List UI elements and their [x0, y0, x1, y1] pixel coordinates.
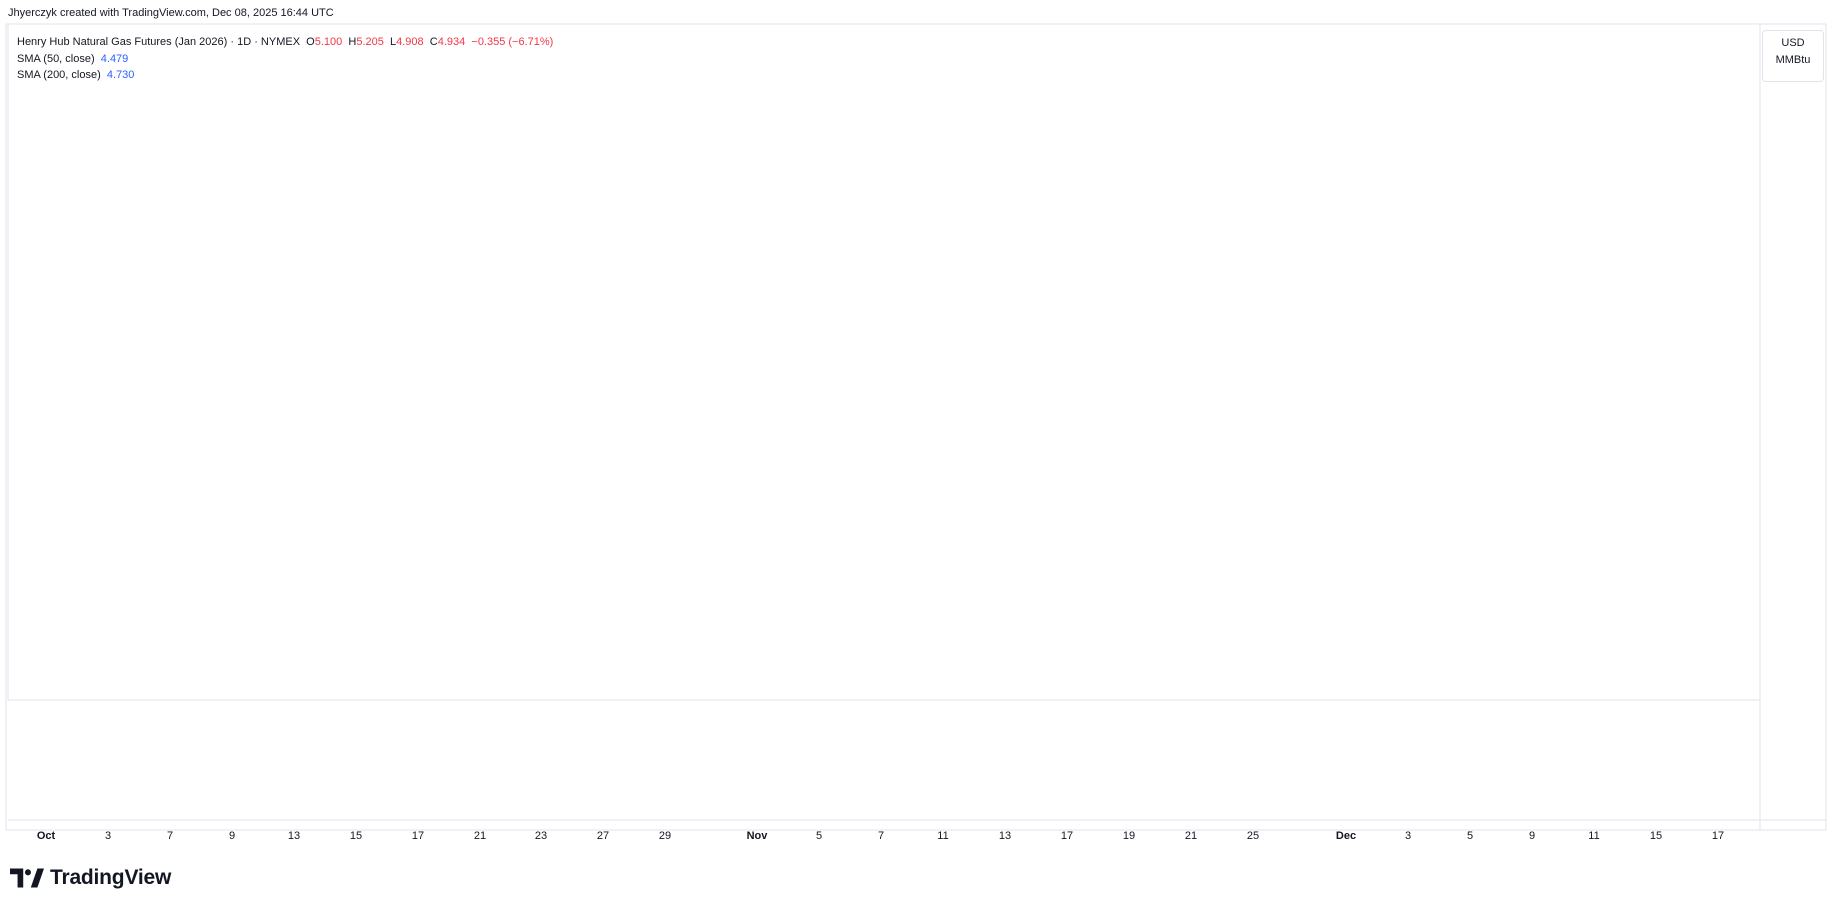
ohlc-row[interactable]: Henry Hub Natural Gas Futures (Jan 2026)…: [17, 34, 553, 51]
date-tick-label: Oct: [37, 830, 56, 842]
unit-label: MMBtu: [1775, 54, 1811, 66]
open-value: 5.100: [314, 36, 343, 48]
open-label: O: [306, 36, 315, 48]
date-tick-label: 13: [288, 830, 300, 842]
date-tick-label: 7: [878, 830, 884, 842]
date-tick-label: 3: [105, 830, 111, 842]
date-tick-label: 17: [1712, 830, 1724, 842]
date-tick-label: 9: [1529, 830, 1535, 842]
sma50-legend[interactable]: SMA (50, close) 4.479: [17, 51, 553, 68]
date-tick-label: 15: [350, 830, 362, 842]
date-tick-label: 11: [937, 830, 948, 842]
sma200-label: SMA (200, close): [17, 69, 101, 81]
date-tick-label: 5: [816, 830, 822, 842]
date-tick-label: 21: [474, 830, 486, 842]
date-tick-label: 25: [1247, 830, 1259, 842]
date-tick-label: 9: [229, 830, 235, 842]
sma200-legend[interactable]: SMA (200, close) 4.730: [17, 67, 553, 84]
date-tick-label: 3: [1405, 830, 1411, 842]
date-tick-label: 7: [167, 830, 173, 842]
date-tick-label: 17: [1061, 830, 1073, 842]
low-value: 4.908: [396, 36, 424, 48]
chart-border: [5, 23, 1827, 831]
date-tick-label: 15: [1650, 830, 1662, 842]
date-tick-label: 19: [1123, 830, 1135, 842]
chart-legend: Henry Hub Natural Gas Futures (Jan 2026)…: [17, 34, 553, 84]
date-tick-label: 29: [659, 830, 671, 842]
date-tick-label: Nov: [747, 830, 769, 842]
sma50-value: 4.479: [100, 52, 129, 65]
date-tick-label: 17: [412, 830, 424, 842]
close-value: 4.934: [437, 36, 466, 48]
sma50-label: SMA (50, close): [17, 52, 95, 65]
date-tick-label: 11: [1588, 830, 1599, 842]
currency-unit-box[interactable]: USD MMBtu: [1762, 30, 1824, 82]
sma200-value: 4.730: [106, 69, 135, 81]
date-tick-label: 21: [1185, 830, 1197, 842]
high-value: 5.205: [356, 36, 384, 48]
date-tick-label: Dec: [1336, 830, 1356, 842]
symbol-name[interactable]: Henry Hub Natural Gas Futures (Jan 2026)…: [17, 36, 301, 48]
date-tick-label: 27: [597, 830, 609, 842]
low-label: L: [390, 36, 397, 48]
close-label: C: [429, 36, 438, 48]
high-label: H: [348, 36, 357, 48]
tradingview-brand[interactable]: TradingView: [10, 866, 171, 890]
tradingview-wordmark: TradingView: [50, 866, 172, 889]
date-tick-label: 13: [999, 830, 1011, 842]
author-line: Jhyerczyk created with TradingView.com, …: [8, 7, 334, 19]
date-tick-label: 23: [535, 830, 547, 842]
currency-label: USD: [1781, 37, 1805, 49]
plot-frame: [7, 23, 1761, 701]
tradingview-logo-icon: [10, 868, 44, 888]
change-value: −0.355 (−6.71%): [471, 36, 554, 48]
date-tick-label: 5: [1467, 830, 1473, 842]
